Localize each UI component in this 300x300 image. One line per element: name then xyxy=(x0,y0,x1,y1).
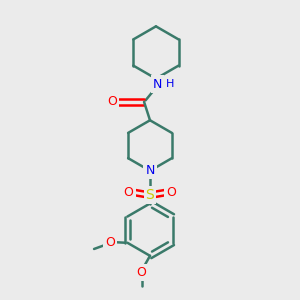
Text: N: N xyxy=(153,77,162,91)
Text: O: O xyxy=(137,266,147,279)
Text: O: O xyxy=(167,186,176,199)
Text: O: O xyxy=(107,95,117,108)
Text: H: H xyxy=(166,79,174,89)
Text: O: O xyxy=(105,236,115,249)
Text: O: O xyxy=(124,186,134,199)
Text: N: N xyxy=(145,164,155,177)
Text: S: S xyxy=(146,188,154,202)
